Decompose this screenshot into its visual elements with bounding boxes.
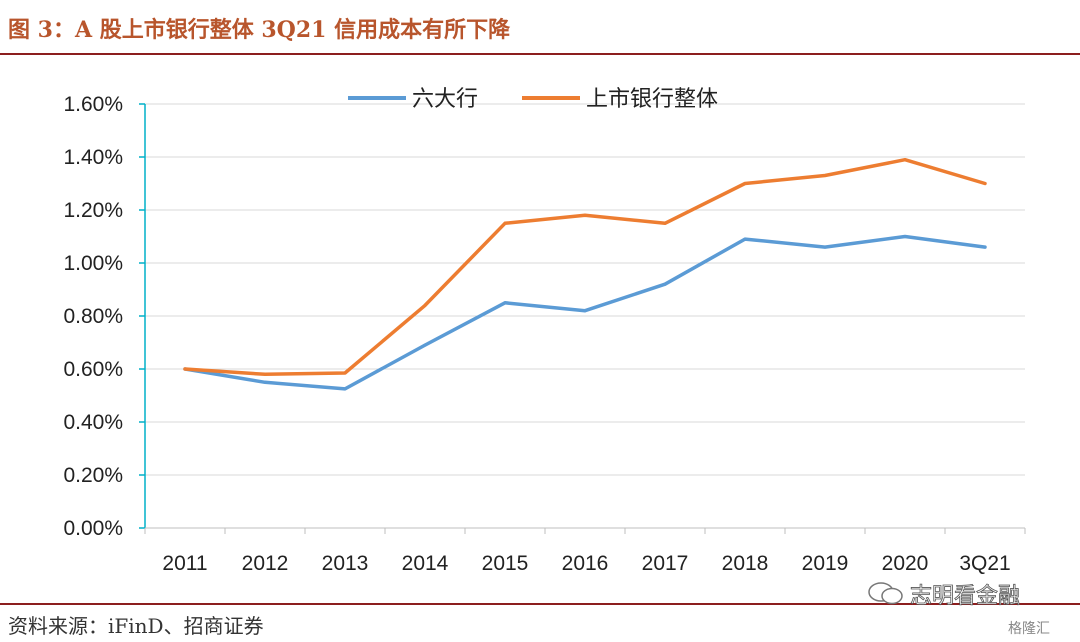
- x-tick-label: 2015: [482, 552, 529, 575]
- legend: 六大行 上市银行整体: [348, 87, 718, 112]
- data-point: [263, 372, 267, 376]
- data-point: [583, 213, 587, 217]
- data-point: [343, 371, 347, 375]
- y-tick-label: 0.80%: [63, 305, 123, 328]
- title-rule: [0, 53, 1080, 55]
- data-point: [503, 221, 507, 225]
- legend-label: 上市银行整体: [586, 87, 718, 112]
- data-point: [983, 182, 987, 185]
- x-tick-label: 2019: [802, 552, 849, 575]
- series-line-2: [183, 157, 987, 377]
- x-tick-label: 2018: [722, 552, 769, 575]
- figure-title: 图 3：A 股上市银行整体 3Q21 信用成本有所下降: [8, 17, 511, 43]
- x-tick-labels: 2011 2012 2013 2014 2015 2016 2017 2018 2019 2020…: [162, 552, 1010, 575]
- x-tick-label: 2016: [562, 552, 609, 575]
- data-point: [983, 245, 987, 249]
- data-point: [743, 182, 747, 185]
- wechat-icon: [868, 582, 903, 605]
- data-point: [743, 237, 747, 241]
- logo-text: 格隆汇: [1008, 621, 1050, 637]
- y-tick-label: 1.20%: [63, 199, 123, 222]
- x-tick-label: 2012: [242, 552, 289, 575]
- data-point: [583, 309, 587, 313]
- data-point: [663, 221, 667, 225]
- axes: [139, 103, 1026, 534]
- y-tick-label: 1.00%: [63, 252, 123, 275]
- data-point: [423, 343, 427, 347]
- y-tick-label: 0.00%: [63, 517, 123, 540]
- data-point: [263, 380, 267, 384]
- series-line-1: [183, 234, 987, 391]
- y-tick-label: 0.20%: [63, 464, 123, 487]
- y-tick-label: 0.40%: [63, 411, 123, 434]
- watermark-text: 志明看金融: [910, 584, 1021, 610]
- source-rule: [0, 603, 1080, 605]
- gridlines: [145, 103, 1025, 476]
- data-point: [423, 303, 427, 307]
- x-tick-label: 2013: [322, 552, 369, 575]
- data-point: [903, 158, 907, 162]
- legend-label: 六大行: [412, 87, 478, 112]
- series-lines: [183, 157, 987, 391]
- x-tick-label: 3Q21: [959, 552, 1010, 575]
- y-tick-label: 1.60%: [63, 93, 123, 116]
- y-tick-labels: 0.00% 0.20% 0.40% 0.60% 0.80% 1.00% 1.20% 1.40%…: [63, 93, 123, 540]
- data-point: [663, 282, 667, 286]
- y-tick-label: 1.40%: [63, 146, 123, 169]
- data-point: [903, 235, 907, 238]
- y-tick-label: 0.60%: [63, 358, 123, 381]
- x-tick-label: 2020: [882, 552, 929, 575]
- x-tick-label: 2011: [162, 552, 207, 575]
- data-point: [343, 387, 347, 391]
- data-point: [183, 367, 187, 371]
- data-point: [823, 174, 827, 178]
- data-point: [823, 245, 827, 249]
- x-tick-label: 2014: [402, 552, 449, 575]
- line-chart: 0.00% 0.20% 0.40% 0.60% 0.80% 1.00% 1.20% 1.40%…: [63, 87, 1026, 575]
- source-note: 资料来源：iFinD、招商证券: [8, 614, 264, 638]
- x-tick-label: 2017: [642, 552, 689, 575]
- data-point: [503, 301, 507, 305]
